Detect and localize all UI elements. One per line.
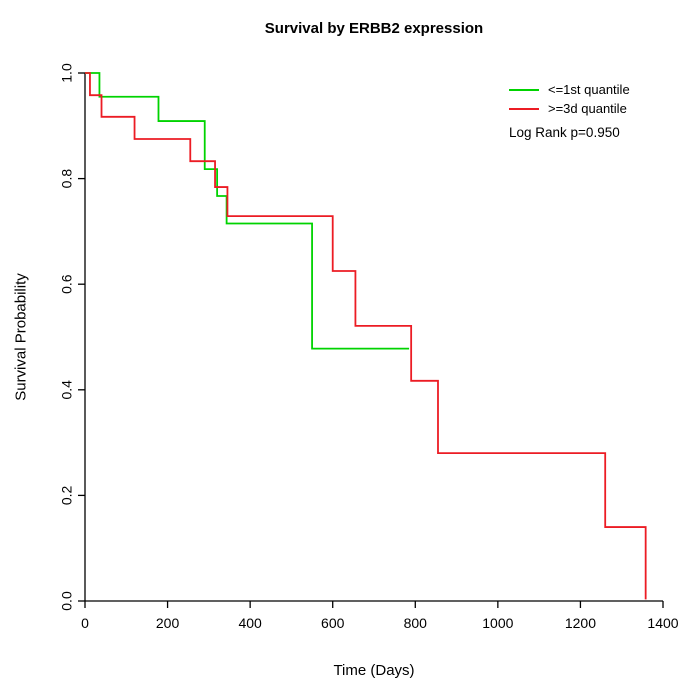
svg-text:0.8: 0.8	[59, 169, 75, 189]
svg-text:200: 200	[156, 615, 180, 631]
svg-text:1400: 1400	[647, 615, 678, 631]
svg-text:0.2: 0.2	[59, 485, 75, 505]
chart-title: Survival by ERBB2 expression	[264, 20, 484, 37]
svg-text:1000: 1000	[482, 615, 513, 631]
legend-item-first-quantile: <=1st quantile	[509, 80, 630, 99]
svg-text:0.6: 0.6	[59, 274, 75, 294]
green-line-swatch	[509, 88, 539, 91]
svg-text:800: 800	[404, 615, 428, 631]
svg-text:0.4: 0.4	[59, 380, 75, 400]
svg-text:400: 400	[238, 615, 262, 631]
legend-label-first-quantile: <=1st quantile	[548, 82, 630, 97]
svg-text:0: 0	[81, 615, 89, 631]
y-axis-label: Survival Probability	[12, 273, 30, 401]
svg-text:0.0: 0.0	[59, 591, 75, 611]
svg-text:1200: 1200	[565, 615, 596, 631]
legend-label-third-quantile: >=3d quantile	[548, 101, 627, 116]
log-rank-annotation: Log Rank p=0.950	[509, 125, 620, 140]
red-line-swatch	[509, 107, 539, 110]
x-axis-label: Time (Days)	[333, 662, 415, 679]
legend-item-third-quantile: >=3d quantile	[509, 99, 630, 118]
svg-text:1.0: 1.0	[59, 63, 75, 83]
svg-text:600: 600	[321, 615, 345, 631]
legend: <=1st quantile >=3d quantile Log Rank p=…	[509, 80, 630, 140]
